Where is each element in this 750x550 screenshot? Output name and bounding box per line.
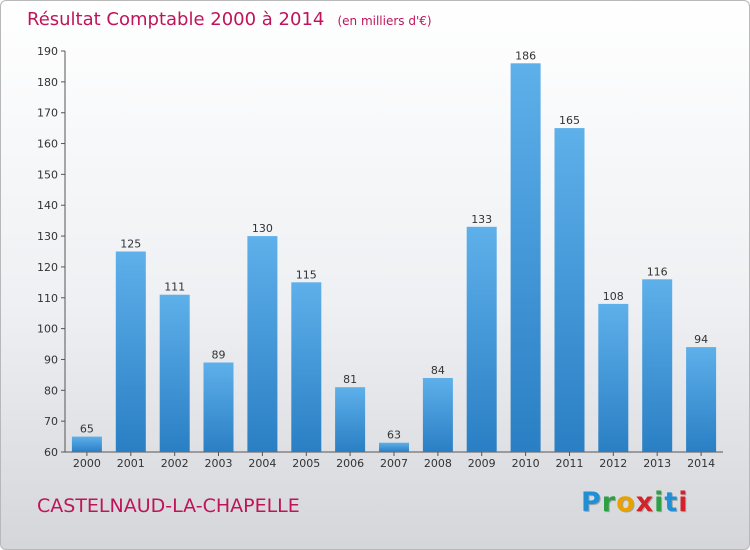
bar [510,63,541,453]
bar [379,442,409,452]
x-tick-label: 2003 [205,457,233,470]
bar [159,294,190,452]
data-label: 94 [694,333,708,346]
logo-letter: t [664,487,679,518]
data-label: 81 [343,373,357,386]
proxiti-logo: Proxiti [581,487,689,518]
bar [422,378,453,452]
data-label: 111 [164,281,185,294]
x-tick-label: 2012 [599,457,627,470]
data-label: 116 [647,265,668,278]
logo-letter: r [601,487,617,518]
data-label: 133 [471,213,492,226]
logo-letter: x [635,487,655,518]
data-label: 165 [559,114,580,127]
y-tick-label: 120 [37,261,58,274]
y-tick-label: 110 [37,292,58,305]
bar [71,436,102,452]
x-tick-label: 2004 [248,457,276,470]
data-label: 84 [431,364,445,377]
x-tick-label: 2005 [292,457,320,470]
x-tick-label: 2007 [380,457,408,470]
bar [247,236,278,452]
y-tick-label: 170 [37,107,58,120]
bar [466,226,497,452]
x-tick-label: 2008 [424,457,452,470]
x-tick-label: 2013 [643,457,671,470]
data-label: 115 [296,268,317,281]
logo-letter: o [616,487,636,518]
logo-letter: P [581,487,602,518]
bar [335,387,366,452]
y-tick-label: 140 [37,199,58,212]
x-tick-label: 2002 [161,457,189,470]
logo-letter: i [654,487,665,518]
y-tick-label: 80 [44,384,58,397]
data-label: 63 [387,429,401,442]
commune-name: CASTELNAUD-LA-CHAPELLE [37,495,300,517]
bar [598,303,629,452]
bar [291,282,322,452]
x-tick-label: 2014 [687,457,715,470]
chart-title: Résultat Comptable 2000 à 2014 [27,9,325,30]
x-tick-label: 2011 [556,457,584,470]
data-label: 65 [80,423,94,436]
data-label: 108 [603,290,624,303]
y-tick-label: 160 [37,138,58,151]
bar [642,279,673,452]
y-tick-label: 130 [37,230,58,243]
bar [115,251,146,452]
y-tick-label: 150 [37,168,58,181]
chart-title-row: Résultat Comptable 2000 à 2014 (en milli… [27,9,432,30]
data-label: 186 [515,49,536,62]
bar [203,362,234,452]
chart-subtitle: (en milliers d'€) [337,14,432,28]
x-tick-label: 2001 [117,457,145,470]
bar [686,347,717,452]
data-label: 89 [212,349,226,362]
x-tick-label: 2000 [73,457,101,470]
y-tick-label: 70 [44,415,58,428]
y-tick-label: 100 [37,323,58,336]
x-tick-label: 2006 [336,457,364,470]
y-tick-label: 180 [37,76,58,89]
x-tick-label: 2009 [468,457,496,470]
y-tick-label: 90 [44,353,58,366]
x-tick-label: 2010 [512,457,540,470]
y-tick-label: 60 [44,446,58,459]
data-label: 125 [120,238,141,251]
bar [554,128,585,452]
logo-letter: i [678,487,689,518]
y-tick-label: 190 [37,45,58,58]
data-label: 130 [252,222,273,235]
